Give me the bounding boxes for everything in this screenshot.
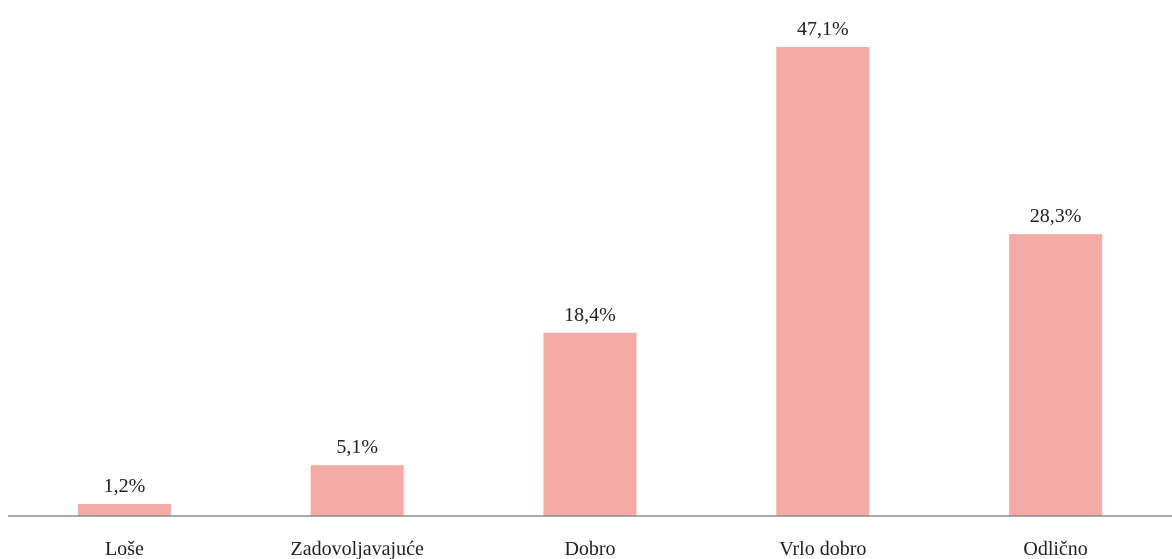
x-tick-label: Dobro <box>564 538 615 559</box>
value-label: 5,1% <box>336 436 378 458</box>
x-tick-label: Zadovoljavajuće <box>291 538 424 559</box>
x-tick-label: Odlično <box>1023 538 1087 559</box>
bar <box>1009 234 1103 516</box>
value-label: 1,2% <box>104 475 146 497</box>
bar <box>543 332 637 516</box>
value-label: 28,3% <box>1030 205 1082 227</box>
value-label: 47,1% <box>797 18 849 40</box>
bar <box>310 465 404 516</box>
bar <box>776 47 870 516</box>
x-tick-label: Loše <box>105 538 144 559</box>
bar <box>77 504 171 516</box>
x-tick-label: Vrlo dobro <box>779 538 866 559</box>
value-label: 18,4% <box>564 304 616 326</box>
